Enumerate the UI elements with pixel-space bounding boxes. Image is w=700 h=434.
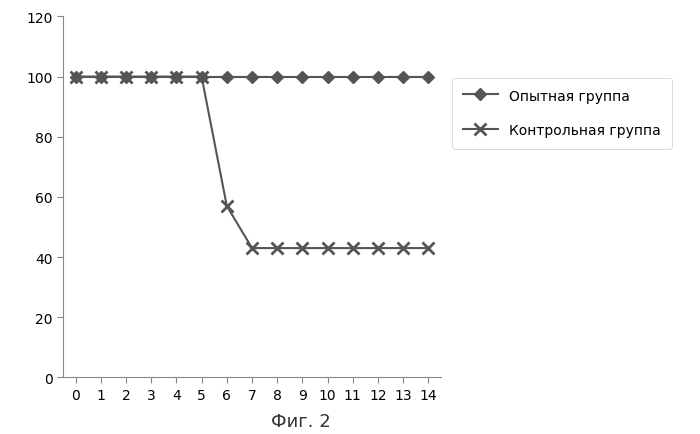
Контрольная группа xyxy=(323,246,332,251)
Опытная группа xyxy=(97,75,105,80)
Контрольная группа xyxy=(374,246,382,251)
Line: Опытная группа: Опытная группа xyxy=(71,73,433,82)
Контрольная группа xyxy=(71,75,80,80)
Контрольная группа xyxy=(298,246,307,251)
Контрольная группа xyxy=(399,246,407,251)
Контрольная группа xyxy=(197,75,206,80)
Контрольная группа xyxy=(349,246,357,251)
Опытная группа xyxy=(172,75,181,80)
Line: Контрольная группа: Контрольная группа xyxy=(69,71,435,255)
Контрольная группа xyxy=(273,246,281,251)
Опытная группа xyxy=(399,75,407,80)
Text: Фиг. 2: Фиг. 2 xyxy=(271,412,331,430)
Опытная группа xyxy=(248,75,256,80)
Legend: Опытная группа, Контрольная группа: Опытная группа, Контрольная группа xyxy=(452,78,671,149)
Опытная группа xyxy=(298,75,307,80)
Опытная группа xyxy=(374,75,382,80)
Контрольная группа xyxy=(424,246,433,251)
Контрольная группа xyxy=(223,204,231,209)
Контрольная группа xyxy=(122,75,130,80)
Опытная группа xyxy=(71,75,80,80)
Контрольная группа xyxy=(97,75,105,80)
Опытная группа xyxy=(273,75,281,80)
Контрольная группа xyxy=(172,75,181,80)
Опытная группа xyxy=(197,75,206,80)
Опытная группа xyxy=(323,75,332,80)
Контрольная группа xyxy=(147,75,155,80)
Опытная группа xyxy=(122,75,130,80)
Опытная группа xyxy=(424,75,433,80)
Опытная группа xyxy=(223,75,231,80)
Контрольная группа xyxy=(248,246,256,251)
Опытная группа xyxy=(349,75,357,80)
Опытная группа xyxy=(147,75,155,80)
